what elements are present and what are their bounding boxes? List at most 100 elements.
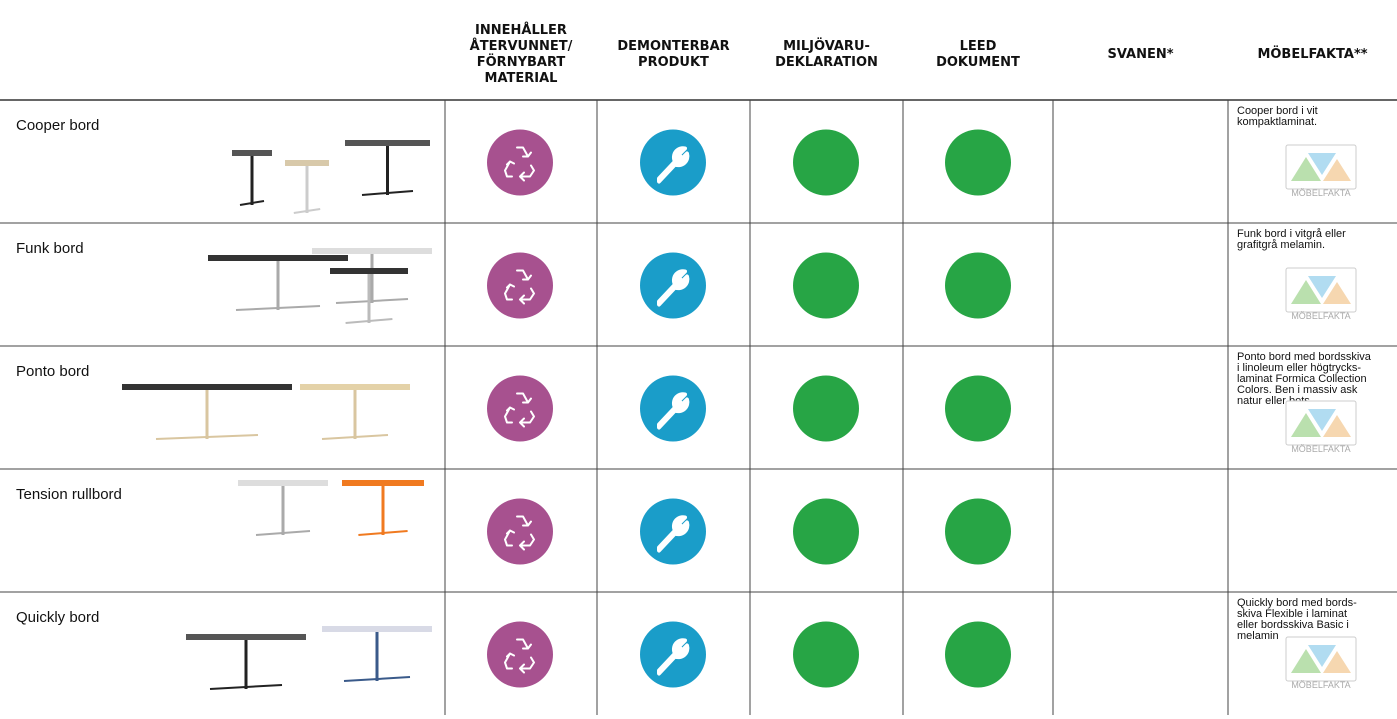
table-foot: [361, 190, 414, 196]
description: i linoleum eller högtrycks-: [1237, 362, 1361, 374]
column-header: DEKLARATION: [775, 55, 878, 70]
column-header: DEMONTERBAR: [617, 39, 729, 54]
product-name: Quickly bord: [16, 609, 99, 626]
green-dot: [945, 375, 1011, 442]
wrench-icon: [640, 621, 706, 688]
logo-shape: [1291, 280, 1321, 304]
description: melamin: [1237, 630, 1279, 642]
description: Cooper bord i vit: [1237, 105, 1318, 117]
icon-glyph: [504, 638, 535, 674]
description: Funk bord i vitgrå eller: [1237, 228, 1346, 240]
icon-glyph: [657, 638, 690, 676]
table-top: [312, 248, 432, 254]
column-header: MILJÖVARU-: [783, 38, 870, 54]
product-image: [238, 480, 328, 536]
column-header: MÖBELFAKTA**: [1257, 46, 1367, 62]
product-name: Funk bord: [16, 240, 84, 257]
logo-shape: [1308, 153, 1336, 175]
table-foot: [155, 434, 259, 440]
table-foot: [345, 318, 393, 324]
table-top: [232, 150, 272, 156]
green-dot: [945, 129, 1011, 196]
recycle-icon: [487, 621, 553, 688]
icon-bg: [487, 375, 553, 442]
product-name: Cooper bord: [16, 117, 99, 134]
icon-glyph: [657, 392, 690, 430]
table-top: [122, 384, 292, 390]
recycle-icon: [487, 129, 553, 196]
product-image: [208, 255, 348, 311]
product-image: [330, 268, 408, 324]
column-header: SVANEN*: [1107, 47, 1173, 62]
column-header: MATERIAL: [485, 71, 558, 86]
green-dot: [945, 498, 1011, 565]
icon-glyph: [504, 515, 535, 551]
description: skiva Flexible i laminat: [1237, 608, 1347, 620]
green-dot: [793, 252, 859, 319]
green-dot: [945, 621, 1011, 688]
mobelfakta-logo: MÖBELFAKTA: [1285, 144, 1357, 198]
table-top: [300, 384, 410, 390]
product-name: Ponto bord: [16, 363, 89, 380]
icon-glyph: [657, 269, 690, 307]
mobelfakta-logo: MÖBELFAKTA: [1285, 636, 1357, 690]
recycle-icon: [487, 252, 553, 319]
logo-shape: [1308, 409, 1336, 431]
logo-shape: [1291, 413, 1321, 437]
logo-shape: [1323, 415, 1351, 437]
column-header: ÅTERVUNNET/: [470, 38, 573, 54]
column-header: FÖRNYBART: [477, 54, 566, 70]
green-dot: [793, 129, 859, 196]
column-header: INNEHÅLLER: [475, 22, 567, 38]
logo-text: MÖBELFAKTA: [1291, 680, 1350, 690]
table-foot: [239, 200, 265, 206]
table-top: [238, 480, 328, 486]
product-image: [322, 626, 432, 682]
product-image: [342, 480, 424, 536]
green-dot: [793, 498, 859, 565]
table-foot: [235, 305, 321, 311]
wrench-icon: [640, 498, 706, 565]
icon-glyph: [504, 269, 535, 305]
description: Ponto bord med bordsskiva: [1237, 351, 1372, 363]
icon-glyph: [504, 146, 535, 182]
product-image: [122, 384, 292, 440]
table-top: [342, 480, 424, 486]
column-header: PRODUKT: [638, 55, 709, 70]
logo-shape: [1323, 651, 1351, 673]
table-top: [285, 160, 329, 166]
table-top: [322, 626, 432, 632]
product-image: [186, 634, 306, 690]
table-foot: [358, 530, 408, 536]
description: grafitgrå melamin.: [1237, 239, 1325, 251]
table-top: [345, 140, 430, 146]
logo-shape: [1323, 159, 1351, 181]
table-top: [330, 268, 408, 274]
table-top: [208, 255, 348, 261]
table-top: [186, 634, 306, 640]
column-header: LEED: [960, 39, 997, 54]
table-foot: [321, 434, 389, 440]
product-image: [232, 150, 272, 206]
description: Quickly bord med bords-: [1237, 597, 1357, 609]
wrench-icon: [640, 375, 706, 442]
logo-text: MÖBELFAKTA: [1291, 444, 1350, 454]
icon-bg: [487, 621, 553, 688]
product-image: [300, 384, 410, 440]
table-foot: [293, 208, 321, 214]
mobelfakta-logo: MÖBELFAKTA: [1285, 400, 1357, 454]
logo-text: MÖBELFAKTA: [1291, 188, 1350, 198]
logo-shape: [1291, 649, 1321, 673]
logo-shape: [1323, 282, 1351, 304]
product-image: [285, 160, 329, 214]
description: laminat Formica Collection: [1237, 373, 1367, 385]
product-image: [312, 248, 432, 304]
table-foot: [335, 298, 409, 304]
icon-bg: [487, 252, 553, 319]
table-foot: [209, 684, 283, 690]
table-foot: [343, 676, 411, 682]
logo-shape: [1291, 157, 1321, 181]
recycle-icon: [487, 498, 553, 565]
description: eller bordsskiva Basic i: [1237, 619, 1349, 631]
